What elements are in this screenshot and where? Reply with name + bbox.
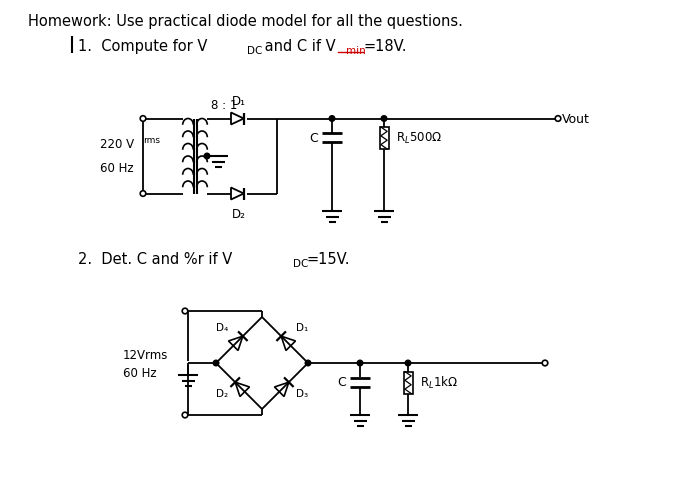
Text: D₁: D₁: [296, 322, 308, 332]
Text: D₁: D₁: [232, 95, 246, 108]
Text: Vout: Vout: [562, 113, 590, 126]
Circle shape: [406, 361, 411, 366]
Text: C: C: [337, 376, 346, 389]
Circle shape: [381, 116, 387, 122]
Text: rms: rms: [143, 136, 160, 145]
Bar: [403, 372, 412, 394]
Text: min: min: [345, 47, 365, 57]
Text: =18V.: =18V.: [363, 40, 406, 55]
Text: DC: DC: [247, 47, 262, 57]
Text: 220 V: 220 V: [100, 138, 134, 151]
Text: R$_L$1kΩ: R$_L$1kΩ: [420, 374, 458, 390]
Bar: [379, 128, 388, 150]
Text: and C if V: and C if V: [260, 40, 336, 55]
Text: R$_L$500Ω: R$_L$500Ω: [396, 131, 443, 146]
Text: D₃: D₃: [296, 388, 308, 398]
Text: 12Vrms: 12Vrms: [123, 349, 169, 362]
Circle shape: [204, 154, 210, 159]
Text: D₄: D₄: [216, 322, 228, 332]
Text: =15V.: =15V.: [307, 252, 351, 267]
Text: 8 : 1: 8 : 1: [211, 99, 238, 112]
Text: 60 Hz: 60 Hz: [123, 367, 157, 380]
Text: D₂: D₂: [232, 208, 246, 221]
Circle shape: [357, 361, 363, 366]
Circle shape: [329, 116, 335, 122]
Text: 1.  Compute for V: 1. Compute for V: [78, 40, 208, 55]
Text: 60 Hz: 60 Hz: [100, 162, 134, 175]
Circle shape: [213, 361, 219, 366]
Text: C: C: [309, 132, 318, 145]
Text: 2.  Det. C and %r if V: 2. Det. C and %r if V: [78, 252, 232, 267]
Text: Homework: Use practical diode model for all the questions.: Homework: Use practical diode model for …: [28, 14, 463, 29]
Text: D₂: D₂: [216, 388, 228, 398]
Circle shape: [306, 361, 311, 366]
Text: DC: DC: [293, 259, 308, 269]
